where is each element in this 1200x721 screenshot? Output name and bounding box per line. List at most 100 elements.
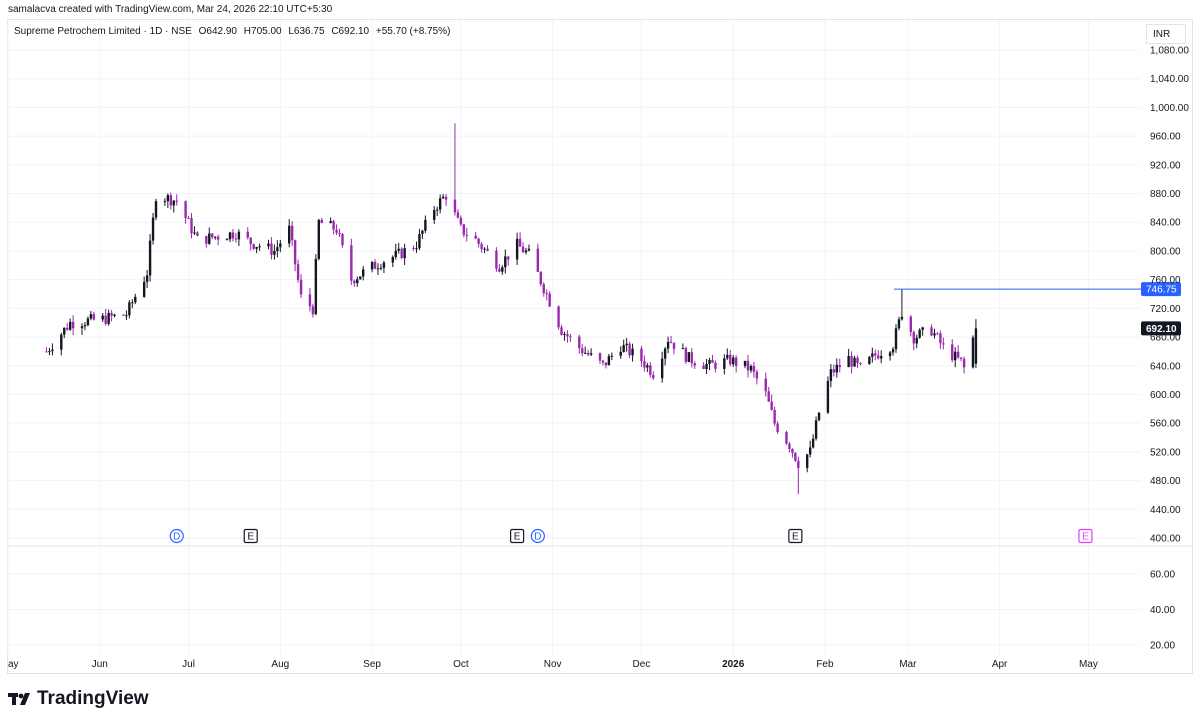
candle-body [515,238,519,260]
candle-body [359,276,362,280]
candle-body [507,256,510,260]
candle-body [329,221,332,224]
candle-body [669,341,673,343]
candle-body [335,229,338,233]
candle-body [524,250,528,253]
candle-body [850,355,853,367]
candle-body [421,230,424,235]
candle-body [536,248,540,272]
tradingview-logo-icon [8,691,32,707]
indicator-tick-label: 20.00 [1150,641,1175,652]
candle-body [628,343,631,356]
candle-body [151,217,155,241]
price-tick-label: 600.00 [1150,390,1181,401]
candle-body [400,248,403,259]
candle-body [382,262,386,268]
candle-body [874,353,877,356]
candle-body [196,232,199,236]
candle-body [424,219,427,231]
candle-body [808,447,812,455]
candle-body [498,268,501,272]
candle-body [101,315,104,320]
candle-body [338,232,341,235]
candle-body [542,284,545,294]
ohlc-low: L636.75 [288,26,325,37]
tradingview-brand[interactable]: TradingView [8,688,149,710]
candle-body [373,261,377,269]
candle-body [764,378,767,392]
price-tick-label: 880.00 [1150,189,1181,200]
candle-body [255,247,258,249]
marker-box [1078,528,1093,544]
candle-body [586,352,590,355]
candle-body [216,236,220,240]
candle-body [60,334,63,350]
level-price-label: 746.75 [1146,285,1177,296]
earnings-marker[interactable]: E [1078,528,1093,544]
marker-box [243,528,258,544]
marker-box [788,528,803,544]
candle-body [279,243,282,248]
indicator-tick-label: 40.00 [1150,605,1175,616]
symbol-legend[interactable]: Supreme Petrochem Limited · 1D · NSE O64… [14,26,454,37]
marker-label: E [1082,532,1089,543]
candle-body [714,362,717,369]
candle-body [539,271,542,285]
candle-body [350,245,353,281]
marker-circle [530,528,545,544]
candle-body [228,232,232,240]
candle-body [705,363,708,369]
candle-body [749,365,753,371]
ohlc-open: O642.90 [198,26,237,37]
candle-body [193,232,196,234]
earnings-marker[interactable]: E [788,528,803,544]
price-tick-label: 1,040.00 [1150,74,1189,85]
last-price-label: 692.10 [1146,324,1177,335]
candle-body [175,200,178,202]
earnings-marker[interactable]: E [243,528,258,544]
candle-body [877,355,880,359]
candle-body [743,360,747,366]
time-tick-label: Oct [453,659,469,670]
candle-body [486,248,489,251]
candle-body [320,219,323,224]
dividend-marker[interactable]: D [169,528,184,544]
candle-body [459,217,463,225]
candle-body [702,365,705,369]
candle-body [184,201,187,219]
price-tick-label: 560.00 [1150,419,1181,430]
dividend-marker[interactable]: D [530,528,545,544]
candle-body [412,248,415,250]
indicator-tick-label: 60.00 [1150,570,1175,581]
candle-body [684,348,688,362]
candle-body [258,246,261,248]
candle-body [785,432,788,444]
candle-body [826,381,830,413]
candle-body [290,225,294,241]
candle-body [332,221,335,230]
candle-body [625,343,628,346]
time-tick-label: May [1079,659,1098,670]
earnings-marker[interactable]: E [510,528,525,544]
candle-body [148,240,152,276]
candle-body [566,334,569,337]
time-tick-label: Feb [816,659,834,670]
candle-body [172,200,175,206]
candle-body [483,248,486,250]
candle-body [456,212,460,218]
candle-body [71,321,75,329]
candle-body [933,333,936,336]
time-tick-label: ay [8,659,19,670]
candle-body [832,369,836,373]
currency-button[interactable]: INR [1146,24,1186,44]
candle-body [86,318,90,326]
marker-label: E [514,532,521,543]
candle-body [610,355,614,357]
time-tick-label: Jul [182,659,195,670]
candle-body [871,353,874,357]
candle-body [83,325,87,327]
price-tick-label: 1,080.00 [1150,46,1189,57]
candle-body [690,352,693,364]
candle-body [631,348,634,356]
